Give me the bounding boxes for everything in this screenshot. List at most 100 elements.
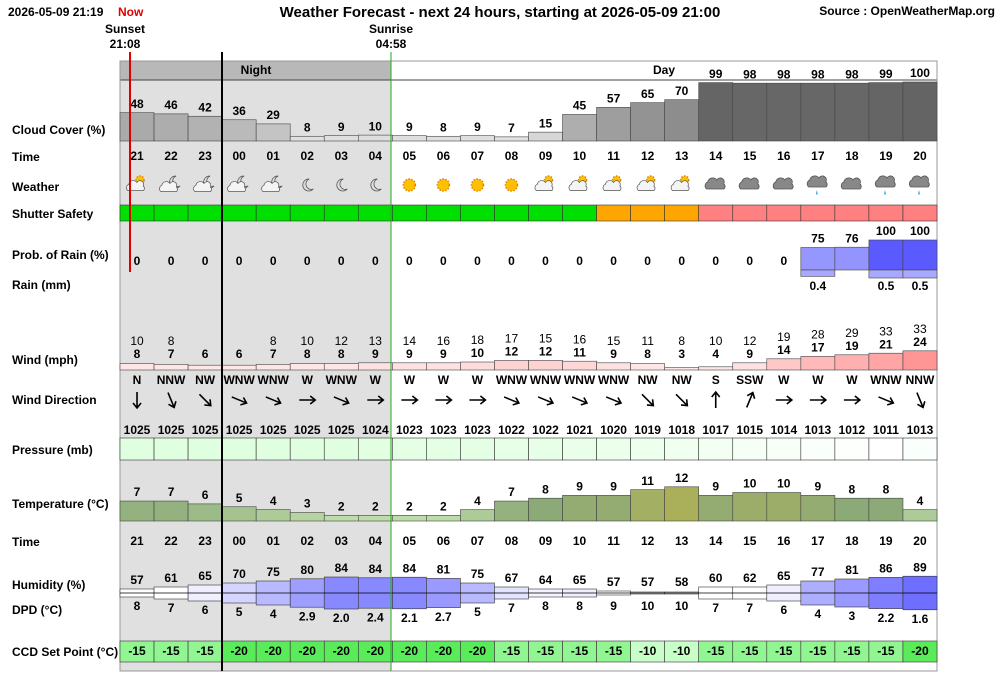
wind-gust-value: 10: [130, 334, 144, 348]
row-label: DPD (°C): [12, 603, 62, 617]
cloud-shape: [534, 180, 554, 191]
cloud-shape: [738, 177, 760, 190]
dpd-value: 5: [236, 605, 243, 619]
cloud-value: 100: [910, 66, 930, 80]
rain-prob-value: 75: [811, 232, 825, 246]
row-label: Time: [12, 535, 40, 549]
wind-bar: [766, 358, 802, 371]
rain-prob-value: 100: [910, 224, 930, 238]
humidity-value: 64: [539, 573, 553, 587]
wind-speed-value: 9: [372, 347, 379, 361]
shutter-cell: [596, 204, 631, 222]
wind-speed-value: 7: [168, 347, 175, 361]
arrow-shape: [537, 396, 555, 406]
temperature-bar: [834, 497, 870, 522]
wind-bar: [834, 354, 870, 371]
dpd-value: 2.0: [333, 611, 350, 625]
arrow-shape: [878, 396, 895, 406]
shutter-cell: [698, 204, 734, 222]
pressure-cell: [323, 437, 359, 461]
wind-bar: [630, 363, 665, 371]
pressure-cell: [494, 437, 529, 461]
cloud-icon: [227, 181, 246, 192]
pressure-cell: [902, 437, 938, 461]
pressure-cell: [392, 437, 427, 461]
pressure-cell: [153, 437, 189, 461]
shutter-cell: [426, 204, 461, 222]
pressure-cell: [460, 437, 495, 461]
temperature-value: 3: [304, 497, 311, 511]
cloud-shape: [908, 175, 930, 188]
wind-speed-value: 19: [845, 339, 859, 353]
cloud-shape: [670, 180, 690, 191]
pressure-value: 1025: [226, 423, 253, 437]
shutter-cell: [119, 204, 155, 222]
wind-speed-value: 24: [913, 335, 927, 349]
wind-arrow: [265, 396, 282, 406]
hour-label: 19: [879, 534, 893, 548]
wind-gust-value: 33: [913, 322, 927, 336]
humidity-value: 81: [845, 563, 859, 577]
arrow-shape: [605, 396, 623, 406]
wind-speed-value: 6: [236, 347, 243, 361]
rain-prob-bar: [800, 247, 836, 271]
hour-label: 14: [709, 534, 723, 548]
arrow-shape: [198, 393, 212, 407]
wind-arrow: [132, 392, 142, 410]
wind-direction-label: W: [438, 373, 450, 387]
rain-prob-value: 0: [780, 254, 787, 268]
hour-label: 02: [301, 149, 315, 163]
cloud-value: 46: [164, 98, 178, 112]
row-label: Temperature (°C): [12, 497, 109, 511]
hour-label: 16: [777, 149, 791, 163]
rain-prob-value: 0: [134, 254, 141, 268]
cloud-bar: [596, 107, 631, 142]
sunset-time: 21:08: [110, 37, 141, 51]
pressure-value: 1025: [192, 423, 219, 437]
ccd-value: -15: [503, 644, 521, 658]
temperature-value: 6: [202, 488, 209, 502]
wind-speed-value: 7: [270, 347, 277, 361]
pressure-value: 1014: [770, 423, 797, 437]
row-label: Cloud Cover (%): [12, 123, 105, 137]
cloud-bar: [119, 112, 155, 142]
pressure-cell: [868, 437, 904, 461]
rain-prob-value: 0: [202, 254, 209, 268]
rain-prob-value: 0: [746, 254, 753, 268]
row-label: Weather: [12, 180, 59, 194]
wind-arrow: [198, 393, 212, 407]
pressure-value: 1025: [328, 423, 355, 437]
wind-gust-value: 33: [879, 324, 893, 338]
rain-prob-value: 0: [610, 254, 617, 268]
ccd-value: -15: [877, 644, 895, 658]
pressure-value: 1023: [396, 423, 423, 437]
cloud-icon: [534, 180, 554, 191]
wind-bar: [596, 362, 631, 371]
hour-label: 21: [130, 149, 144, 163]
humidity-value: 61: [164, 571, 178, 585]
cloud-icon: [636, 180, 656, 191]
humidity-value: 81: [437, 563, 451, 577]
cloud-shape: [636, 180, 656, 191]
hour-label: 13: [675, 534, 689, 548]
ccd-value: -20: [401, 644, 419, 658]
arrow-shape: [333, 396, 350, 406]
pressure-value: 1019: [634, 423, 661, 437]
rain-mm-bar: [902, 269, 938, 279]
shutter-cell: [153, 204, 189, 222]
pressure-cell: [562, 437, 597, 461]
rain-prob-value: 0: [542, 254, 549, 268]
ccd-value: -15: [537, 644, 555, 658]
pressure-value: 1011: [873, 423, 899, 437]
hour-label: 07: [471, 149, 485, 163]
cloud-bar: [732, 82, 768, 142]
wind-speed-value: 4: [712, 347, 719, 361]
cloud-value: 70: [675, 84, 689, 98]
rain-prob-value: 0: [338, 254, 345, 268]
shutter-cell: [221, 204, 257, 222]
dpd-value: 4: [815, 607, 822, 621]
ccd-value: -20: [435, 644, 453, 658]
pressure-value: 1025: [294, 423, 321, 437]
hour-label: 12: [641, 149, 655, 163]
rain-mm-value: 0.5: [912, 279, 929, 293]
